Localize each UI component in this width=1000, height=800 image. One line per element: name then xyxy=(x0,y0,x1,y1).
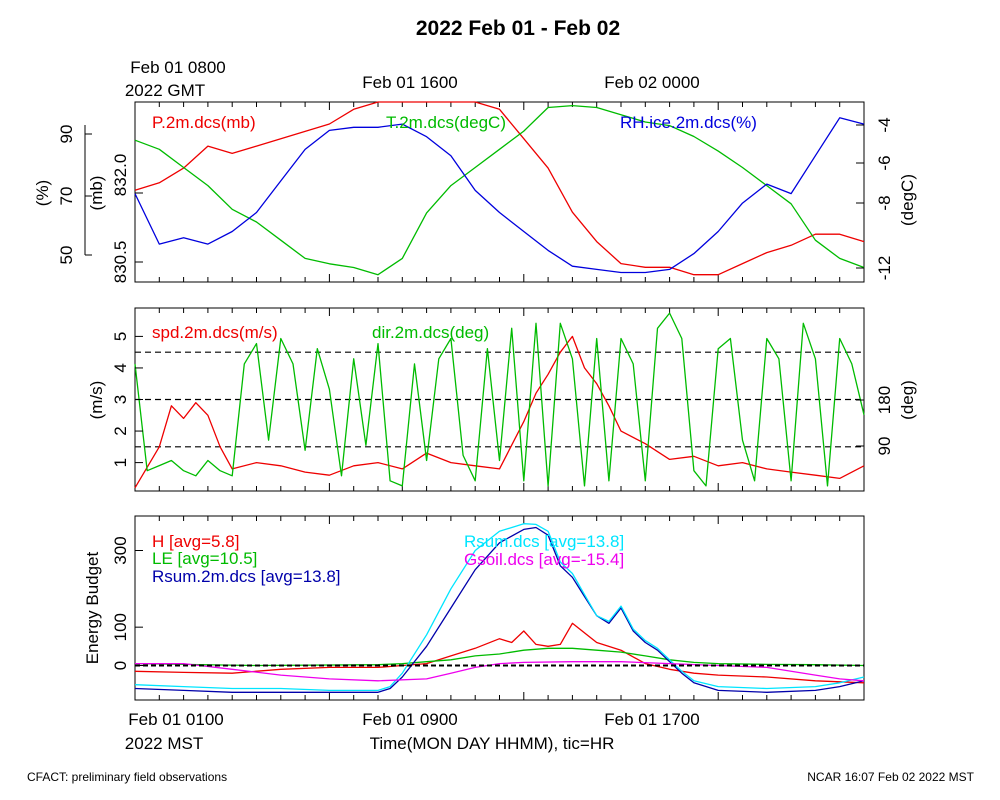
speed-ticks: 1 2 3 4 5 xyxy=(111,332,143,467)
legend-rsum: Rsum.dcs [avg=13.8] xyxy=(464,532,624,551)
panel-met-x-ticks xyxy=(134,102,865,282)
series-line-h xyxy=(134,622,865,684)
series-line-rsum xyxy=(134,526,865,693)
temp-tick-label: -4 xyxy=(875,117,894,132)
series-line-le xyxy=(134,647,865,667)
rh-axis-label: (%) xyxy=(33,180,52,206)
panel-met-series xyxy=(134,101,865,276)
bottom-time-label-1-year: 2022 MST xyxy=(125,734,203,753)
panel-wind: 1 2 3 4 5 (m/s) 90 180 (deg) spd.2m.dcs(m/s)… xyxy=(87,307,917,492)
footer-timestamp: NCAR 16:07 Feb 02 2022 MST xyxy=(807,770,974,784)
speed-tick-label: 5 xyxy=(111,332,130,341)
legend-rh: RH.ice.2m.dcs(%) xyxy=(620,113,757,132)
energy-ticks: 0 100 300 xyxy=(111,536,143,670)
legend-h: H [avg=5.8] xyxy=(152,532,239,551)
legend-speed: spd.2m.dcs(m/s) xyxy=(152,323,278,342)
pressure-tick-label: 830.5 xyxy=(111,241,130,284)
legend-pressure: P.2m.dcs(mb) xyxy=(152,113,256,132)
speed-tick-label: 4 xyxy=(111,363,130,372)
panel-wind-x-ticks xyxy=(134,308,865,491)
bottom-time-label-3: Feb 01 1700 xyxy=(604,710,699,729)
legend-gsoil: Gsoil.dcs [avg=-15.4] xyxy=(464,550,624,569)
top-time-label-3: Feb 02 0000 xyxy=(604,73,699,92)
panel-energy-series xyxy=(134,523,865,693)
temp-axis-label: (degC) xyxy=(898,174,917,226)
panel-met: 90 70 50 (%) 832.0 830.5 (mb) -4 -6 -8 -… xyxy=(33,101,917,284)
speed-axis-label: (m/s) xyxy=(87,381,106,420)
legend-direction: dir.2m.dcs(deg) xyxy=(372,323,489,342)
series-line-dir xyxy=(134,312,865,487)
panel-wind-series xyxy=(134,312,865,489)
top-time-label-1-year: 2022 GMT xyxy=(125,81,205,100)
series-line-rsum xyxy=(134,523,865,692)
temp-tick-label: -8 xyxy=(875,195,894,210)
top-time-label-1: Feb 01 0800 xyxy=(130,58,225,77)
temp-tick-label: -6 xyxy=(875,155,894,170)
panel-energy: 0 100 300 Energy Budget H [avg=5.8] LE [av… xyxy=(83,515,865,701)
x-axis-label: Time(MON DAY HHMM), tic=HR xyxy=(370,734,615,753)
speed-tick-label: 1 xyxy=(111,458,130,467)
direction-axis-label: (deg) xyxy=(898,380,917,420)
speed-tick-label: 2 xyxy=(111,426,130,435)
legend-temperature: T.2m.dcs(degC) xyxy=(386,113,506,132)
energy-tick-label: 0 xyxy=(111,661,130,670)
panel-wind-reference-lines xyxy=(135,351,864,448)
direction-tick-label: 180 xyxy=(875,386,894,414)
speed-tick-label: 3 xyxy=(111,395,130,404)
direction-tick-label: 90 xyxy=(875,437,894,456)
legend-le: LE [avg=10.5] xyxy=(152,549,257,568)
pressure-axis-label: (mb) xyxy=(87,176,106,211)
series-line-gsoil xyxy=(135,661,865,682)
series-line-rh xyxy=(134,117,865,274)
footer-note: CFACT: preliminary field observations xyxy=(27,770,227,784)
top-time-label-2: Feb 01 1600 xyxy=(362,73,457,92)
rh-tick-label: 90 xyxy=(57,125,76,144)
panel-energy-x-ticks xyxy=(134,516,865,700)
legend-rsum-2m: Rsum.2m.dcs [avg=13.8] xyxy=(152,567,341,586)
energy-tick-label: 100 xyxy=(111,613,130,641)
pressure-tick-label: 832.0 xyxy=(111,154,130,197)
chart-title: 2022 Feb 01 - Feb 02 xyxy=(416,17,620,40)
rh-tick-label: 70 xyxy=(57,187,76,206)
series-line-spd xyxy=(134,335,865,489)
bottom-time-label-1: Feb 01 0100 xyxy=(128,710,223,729)
rh-tick-label: 50 xyxy=(57,246,76,265)
bottom-time-label-2: Feb 01 0900 xyxy=(362,710,457,729)
energy-axis-label: Energy Budget xyxy=(83,551,102,664)
temp-tick-label: -12 xyxy=(875,256,894,281)
series-line-t xyxy=(134,104,865,276)
energy-tick-label: 300 xyxy=(111,536,130,564)
series-line-p xyxy=(134,101,865,276)
